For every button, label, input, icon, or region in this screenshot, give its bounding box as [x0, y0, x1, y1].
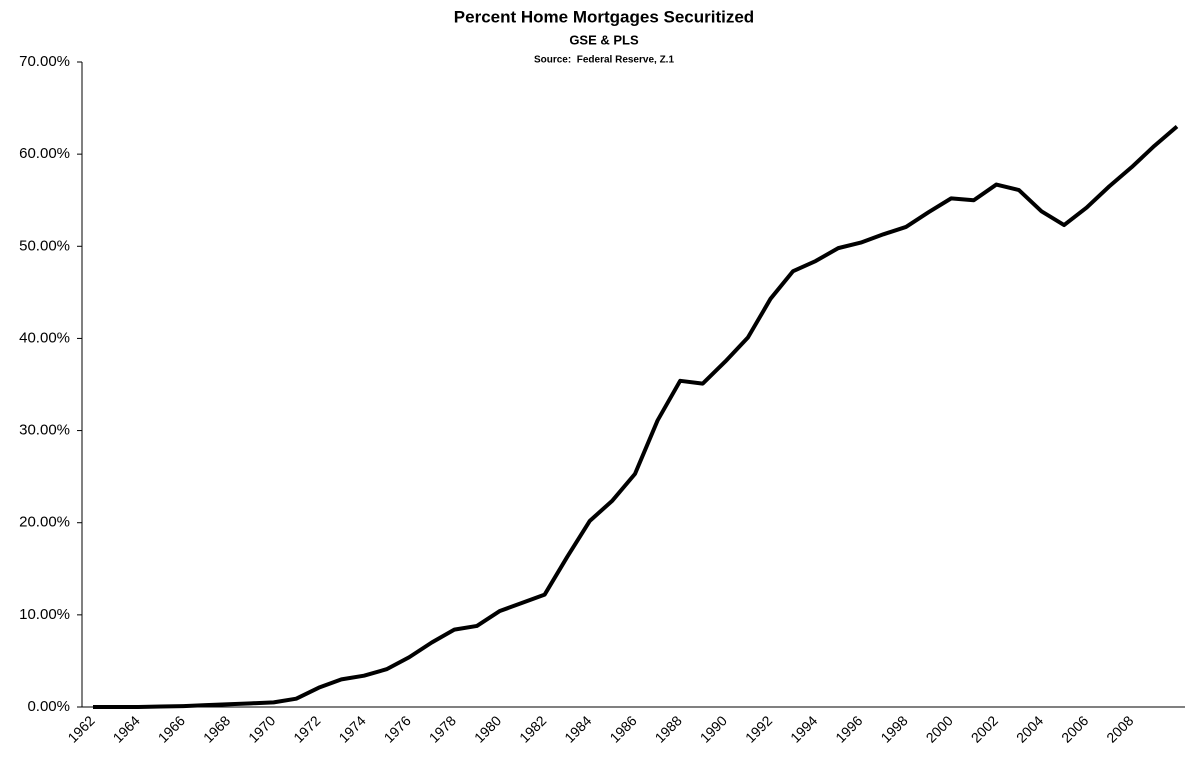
y-tick-label: 20.00% [19, 514, 70, 531]
x-tick-label: 2006 [1058, 712, 1091, 745]
y-tick-label: 60.00% [19, 145, 70, 162]
chart-subtitle: GSE & PLS [569, 32, 639, 47]
x-tick-label: 1980 [471, 712, 504, 745]
y-tick-label: 0.00% [27, 698, 70, 715]
x-tick-label: 1998 [877, 712, 910, 745]
x-tick-label: 2008 [1103, 712, 1136, 745]
x-tick-label: 2004 [1013, 712, 1046, 745]
y-tick-label: 10.00% [19, 606, 70, 623]
x-tick-label: 1982 [516, 712, 549, 745]
x-tick-label: 1986 [606, 712, 639, 745]
x-tick-label: 1984 [561, 712, 594, 745]
x-tick-label: 1966 [155, 712, 188, 745]
x-tick-label: 2002 [968, 712, 1001, 745]
chart-source: Source: Federal Reserve, Z.1 [534, 55, 675, 66]
x-tick-label: 2000 [923, 712, 956, 745]
x-tick-label: 1972 [290, 712, 323, 745]
y-tick-label: 40.00% [19, 329, 70, 346]
chart-title: Percent Home Mortgages Securitized [454, 7, 754, 26]
y-tick-label: 70.00% [19, 53, 70, 70]
x-tick-label: 1974 [335, 712, 368, 745]
y-tick-label: 50.00% [19, 237, 70, 254]
x-tick-label: 1978 [426, 712, 459, 745]
x-tick-label: 1968 [200, 712, 233, 745]
x-tick-label: 1976 [381, 712, 414, 745]
x-tick-label: 1996 [832, 712, 865, 745]
x-tick-label: 1990 [697, 712, 730, 745]
x-tick-label: 1962 [64, 712, 97, 745]
x-tick-label: 1992 [742, 712, 775, 745]
x-tick-label: 1994 [787, 712, 820, 745]
data-line [93, 124, 1179, 709]
x-tick-label: 1988 [652, 712, 685, 745]
x-tick-label: 1964 [110, 712, 143, 745]
y-tick-label: 30.00% [19, 422, 70, 439]
x-tick-label: 1970 [245, 712, 278, 745]
